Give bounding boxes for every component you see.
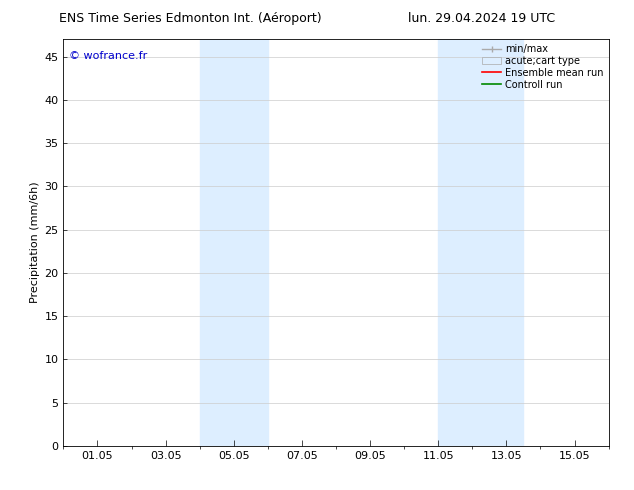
Bar xyxy=(200,39,268,446)
Bar xyxy=(438,39,524,446)
Text: ENS Time Series Edmonton Int. (Aéroport): ENS Time Series Edmonton Int. (Aéroport) xyxy=(59,12,321,25)
Text: lun. 29.04.2024 19 UTC: lun. 29.04.2024 19 UTC xyxy=(408,12,555,25)
Y-axis label: Precipitation (mm/6h): Precipitation (mm/6h) xyxy=(30,182,40,303)
Legend: min/max, acute;cart type, Ensemble mean run, Controll run: min/max, acute;cart type, Ensemble mean … xyxy=(479,41,607,93)
Text: © wofrance.fr: © wofrance.fr xyxy=(69,51,147,61)
